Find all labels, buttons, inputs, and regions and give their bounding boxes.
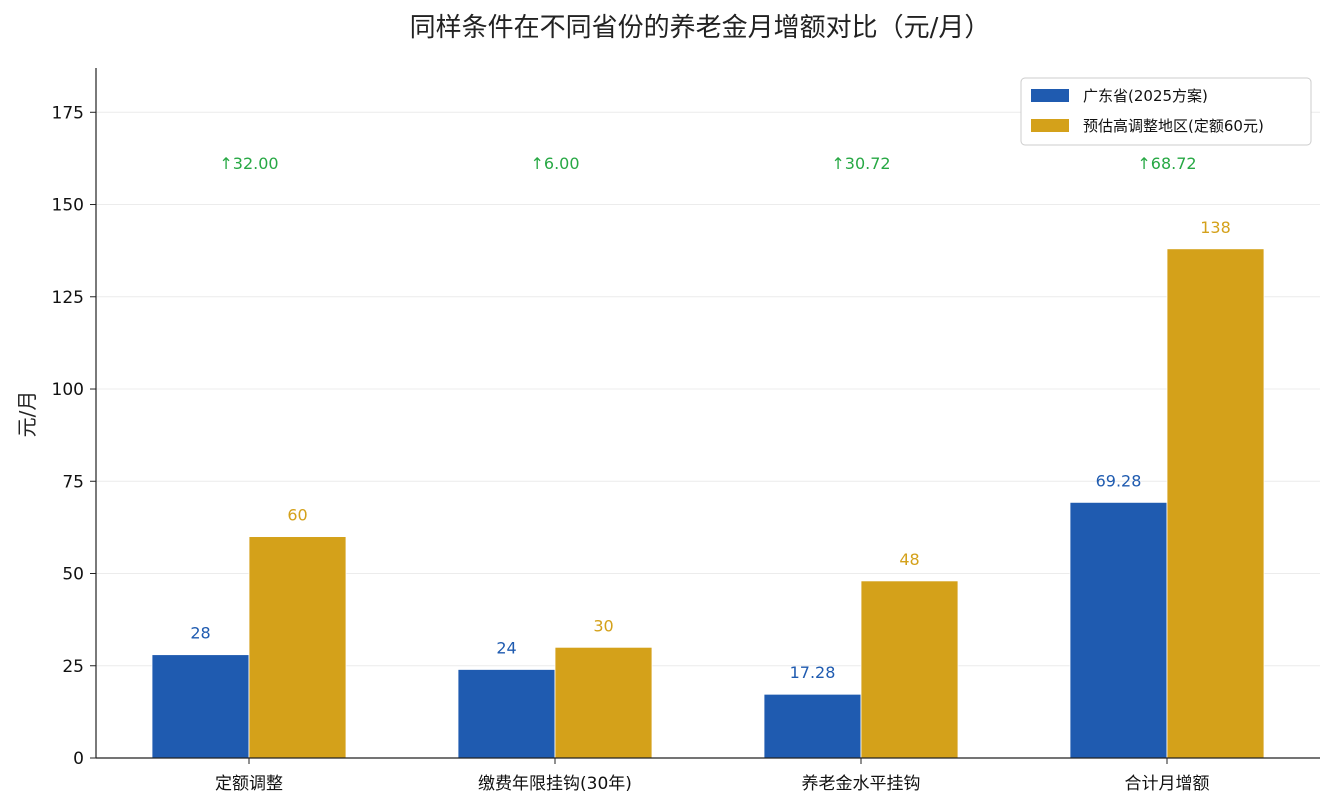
x-tick-label: 养老金水平挂钩 [802,774,921,794]
bar-guangdong [1069,501,1168,759]
y-tick-label: 175 [52,103,84,123]
bar-value-label: 48 [899,550,919,569]
legend-entry: 预估高调整地区(定额60元) [1083,117,1264,135]
y-tick-label: 75 [62,472,84,492]
legend-swatch [1031,119,1069,132]
y-tick-label: 100 [52,380,84,400]
bar-high-adjust [248,536,347,759]
y-tick-label: 150 [52,196,84,216]
legend: 广东省(2025方案) 预估高调整地区(定额60元) [1020,77,1312,146]
bar-value-label: 60 [287,506,307,525]
bar-high-adjust [554,646,653,759]
bars [151,248,1265,759]
bar-value-label: 69.28 [1096,471,1142,490]
bar-labels: 28 60 ↑32.00 24 30 ↑6.00 17.28 48 ↑30.72 69.28 138… [190,154,1230,682]
bar-value-label: 138 [1200,218,1231,237]
difference-label: ↑68.72 [1137,154,1196,173]
x-tick-label: 定额调整 [215,774,283,794]
difference-label: ↑6.00 [530,154,579,173]
bar-guangdong [151,654,250,759]
y-tick-label: 125 [52,288,84,308]
difference-label: ↑32.00 [219,154,278,173]
legend-swatch [1031,89,1069,102]
bar-high-adjust [860,580,959,759]
y-tick-label: 25 [62,657,84,677]
bar-guangdong [457,669,556,759]
bar-value-label: 17.28 [790,663,836,682]
chart-title: 同样条件在不同省份的养老金月增额对比（元/月） [410,13,991,43]
axes: 0 25 50 75 100 125 150 175 定额调整 缴费年限挂钩(30年) 养老金水平挂… [52,68,1320,794]
legend-entry: 广东省(2025方案) [1083,87,1208,105]
difference-label: ↑30.72 [831,154,890,173]
x-tick-label: 缴费年限挂钩(30年) [478,774,632,794]
y-tick-label: 50 [62,565,84,585]
y-axis-label: 元/月 [15,391,39,438]
legend-box [1020,77,1312,146]
x-tick-label: 合计月增额 [1125,774,1210,794]
bar-value-label: 30 [593,616,613,635]
bar-guangdong [763,693,862,759]
y-tick-label: 0 [73,749,84,769]
bar-value-label: 24 [496,638,516,657]
bar-value-label: 28 [190,624,210,643]
bar-high-adjust [1166,248,1265,759]
